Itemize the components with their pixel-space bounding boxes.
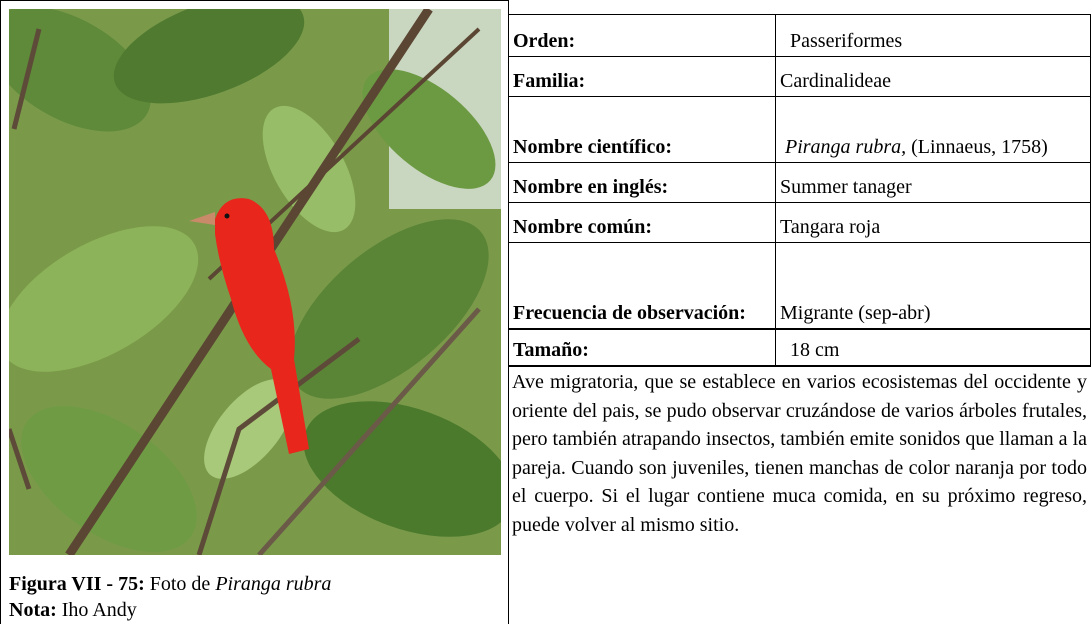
table-row: Nombre común: Tangara roja — [508, 202, 1091, 243]
row-label: Nombre científico: — [508, 96, 776, 163]
table-row: Orden: Passeriformes — [508, 14, 1091, 57]
figure-cell: Figura VII - 75: Foto de Piranga rubra N… — [0, 0, 509, 624]
table-row: Tamaño: 18 cm — [508, 327, 1091, 367]
row-value: Tangara roja — [775, 202, 1091, 243]
caption-species: Piranga rubra — [215, 573, 332, 595]
row-label: Nombre en inglés: — [508, 162, 776, 203]
value-italic: Piranga rubra, — [785, 136, 907, 158]
row-label: Frecuencia de observación: — [508, 242, 776, 329]
row-value: Migrante (sep-abr) — [775, 242, 1091, 329]
table-row: Frecuencia de observación: Migrante (sep-… — [508, 242, 1091, 329]
description: Ave migratoria, que se establece en vari… — [512, 371, 1087, 536]
info-table: Orden: Passeriformes Familia: Cardinalideae… — [508, 14, 1091, 367]
caption-line: Figura VII - 75: Foto de Piranga rubra — [9, 571, 331, 597]
table-row: Familia: Cardinalideae — [508, 56, 1091, 97]
table-row: Nombre científico: Piranga rubra, (Linna… — [508, 96, 1091, 163]
figure-caption: Figura VII - 75: Foto de Piranga rubra N… — [9, 571, 331, 623]
bird-photo — [9, 9, 501, 555]
table-body: Orden: Passeriformes Familia: Cardinalideae… — [508, 14, 1091, 367]
row-label: Orden: — [508, 14, 776, 57]
row-label: Nombre común: — [508, 202, 776, 243]
note-line: Nota: Iho Andy — [9, 597, 331, 623]
row-label: Familia: — [508, 56, 776, 97]
row-value: 18 cm — [775, 327, 1091, 367]
table-row: Nombre en inglés: Summer tanager — [508, 162, 1091, 203]
note-label: Nota: — [9, 599, 57, 621]
row-label: Tamaño: — [508, 327, 776, 367]
note-text: Iho Andy — [61, 599, 137, 621]
value-text: (Linnaeus, 1758) — [906, 136, 1048, 158]
row-value: Cardinalideae — [775, 56, 1091, 97]
row-value: Passeriformes — [775, 14, 1091, 57]
row-value: Summer tanager — [775, 162, 1091, 203]
caption-text: Foto de — [149, 573, 211, 595]
caption-label: Figura VII - 75: — [9, 573, 145, 595]
row-value: Piranga rubra, (Linnaeus, 1758) — [775, 96, 1091, 163]
